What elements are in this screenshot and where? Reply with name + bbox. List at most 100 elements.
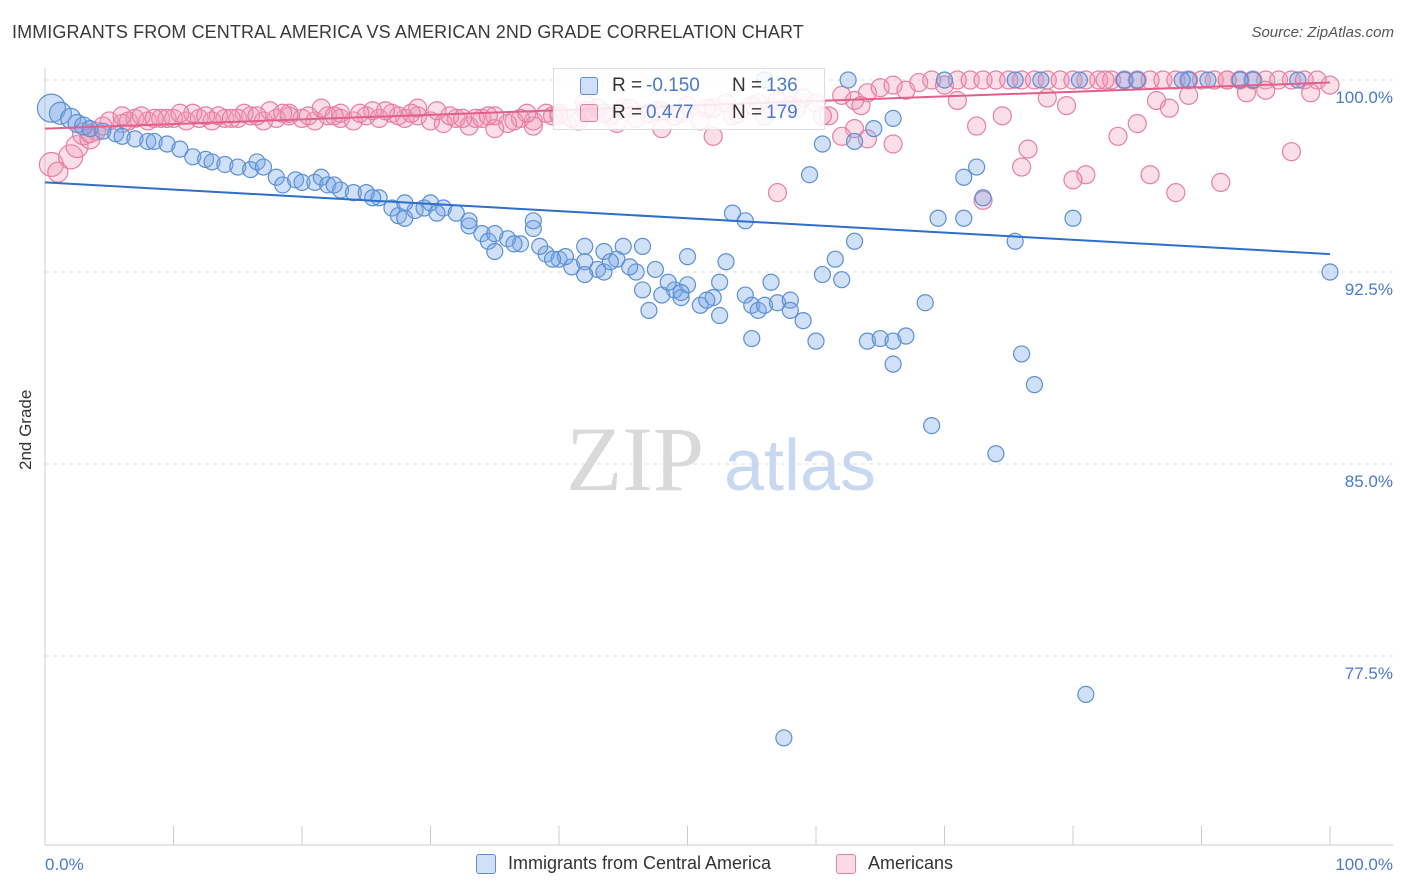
stats-swatch-blue <box>580 77 598 95</box>
americans-point <box>478 106 498 126</box>
immigrants-point <box>293 173 311 191</box>
immigrants-point <box>229 158 247 176</box>
immigrants-point <box>781 301 799 319</box>
americans-point <box>851 95 871 116</box>
immigrants-point <box>158 135 176 153</box>
immigrants-point <box>1199 71 1217 89</box>
immigrants-point <box>1025 376 1044 394</box>
stats-n-label: N = <box>732 102 763 123</box>
immigrants-point <box>511 235 530 253</box>
immigrants-point <box>1321 263 1339 281</box>
stats-row-pink: R = 0.477 N = 179 <box>554 101 824 127</box>
immigrants-point <box>845 132 864 151</box>
americans-point <box>1018 139 1038 159</box>
stats-box: R = -0.150 N = 136 R = 0.477 N = 179 <box>553 68 825 130</box>
americans-point <box>767 183 788 203</box>
americans-point <box>408 98 428 118</box>
immigrants-point <box>325 176 343 194</box>
americans-point <box>1127 113 1147 134</box>
immigrants-point <box>203 153 221 171</box>
legend-item-immigrants[interactable]: Immigrants from Central America <box>476 853 771 874</box>
immigrants-point <box>800 166 819 184</box>
immigrants-point <box>531 237 549 255</box>
americans-point <box>934 75 955 95</box>
americans-point <box>883 134 903 154</box>
immigrants-point <box>556 248 575 266</box>
immigrants-point <box>1173 71 1191 89</box>
immigrants-point <box>486 242 504 261</box>
immigrants-point <box>845 232 864 250</box>
americans-point <box>1301 83 1321 103</box>
watermark-atlas: atlas <box>724 426 876 506</box>
series-immigrants-central-america <box>36 71 1339 747</box>
immigrants-point <box>460 212 478 230</box>
immigrants-point <box>813 265 832 284</box>
immigrants-point <box>775 729 793 747</box>
americans-point <box>1281 142 1302 162</box>
americans-point <box>58 144 84 170</box>
stats-row-blue: R = -0.150 N = 136 <box>554 74 824 100</box>
immigrants-point <box>1064 209 1082 227</box>
americans-point <box>279 103 299 123</box>
immigrants-point <box>595 263 613 281</box>
immigrants-point <box>743 329 761 348</box>
immigrants-point <box>640 301 658 319</box>
legend-swatch-pink <box>836 853 856 874</box>
immigrants-point <box>601 253 620 271</box>
y-tick-label: 92.5% <box>1345 280 1393 299</box>
immigrants-point <box>460 217 478 235</box>
americans-point <box>1063 170 1083 190</box>
americans-point <box>375 101 396 121</box>
immigrants-point <box>274 176 292 194</box>
americans-point <box>401 103 421 123</box>
americans-point <box>703 126 723 146</box>
immigrants-point <box>1006 71 1024 89</box>
americans-point <box>1159 98 1179 118</box>
immigrants-point <box>736 286 754 304</box>
immigrants-point <box>871 329 889 348</box>
immigrants-point <box>672 283 690 302</box>
americans-point <box>947 90 967 111</box>
americans-point <box>1056 95 1077 116</box>
legend-item-americans[interactable]: Americans <box>836 853 953 874</box>
immigrants-point <box>614 237 632 255</box>
immigrants-point <box>126 130 144 148</box>
axes <box>44 68 1393 846</box>
immigrants-point <box>543 250 562 268</box>
immigrants-point <box>1128 71 1146 89</box>
legend-label: Americans <box>868 853 954 873</box>
immigrants-point <box>711 306 729 325</box>
stats-r-value: 0.477 <box>646 102 694 123</box>
americans-point <box>1140 165 1160 185</box>
immigrants-point <box>344 184 362 202</box>
americans-point <box>65 134 89 159</box>
stats-r-value: -0.150 <box>646 75 700 96</box>
immigrants-point <box>884 109 902 128</box>
immigrants-point <box>987 445 1005 463</box>
immigrants-point <box>858 332 877 350</box>
stats-n-value: 179 <box>766 102 798 123</box>
immigrants-point <box>833 271 851 289</box>
immigrants-point <box>1032 71 1050 89</box>
immigrants-point <box>319 176 337 194</box>
americans-point <box>1217 70 1237 90</box>
watermark-zip: ZIP <box>566 408 704 510</box>
immigrants-point <box>865 120 883 138</box>
immigrants-point <box>1077 685 1095 704</box>
watermark: ZIP atlas <box>566 408 876 510</box>
trend-line-immigrants <box>44 181 1331 256</box>
y-tick-label: 100.0% <box>1335 88 1393 107</box>
americans-point <box>453 108 473 129</box>
immigrants-point <box>595 242 613 261</box>
americans-point <box>112 106 132 126</box>
americans-point <box>144 108 164 129</box>
chart-title: IMMIGRANTS FROM CENTRAL AMERICA VS AMERI… <box>12 22 804 42</box>
y-tick-label: 77.5% <box>1345 664 1393 683</box>
immigrants-point <box>646 260 664 279</box>
source-credit: Source: ZipAtlas.com <box>1251 24 1394 41</box>
stats-r-label: R = <box>612 75 643 96</box>
americans-point <box>992 106 1012 126</box>
immigrants-point <box>81 120 99 138</box>
americans-point <box>350 103 370 123</box>
